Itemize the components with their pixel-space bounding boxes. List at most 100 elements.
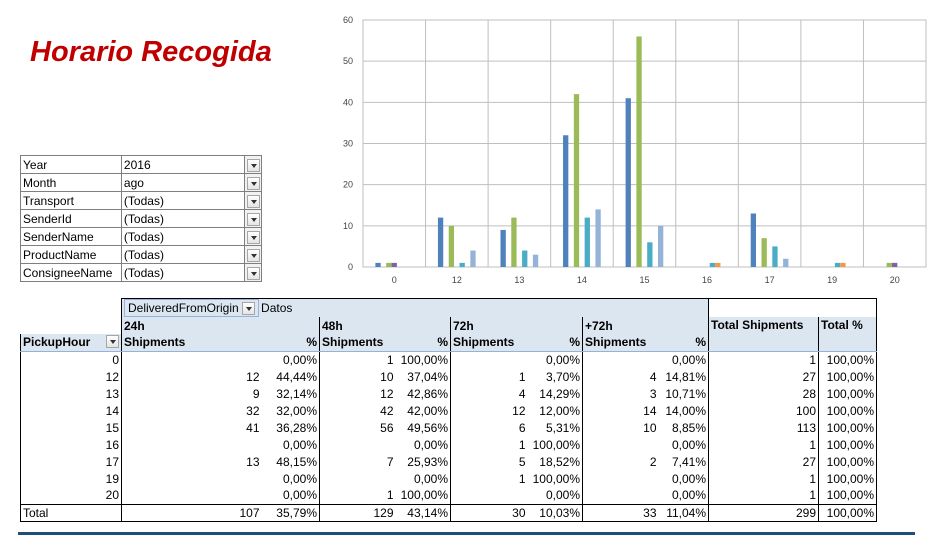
bar — [783, 258, 789, 267]
bar — [500, 229, 506, 267]
shipments-cell: 10 — [319, 368, 396, 385]
filter-row: SenderId (Todas) — [20, 209, 262, 228]
pct-cell: 37,04% — [407, 369, 448, 384]
pct-header-48h: % — [395, 334, 451, 352]
filter-value[interactable]: (Todas) — [120, 209, 246, 228]
pct-cell: 0,00% — [282, 488, 317, 503]
bar — [573, 94, 580, 267]
shipments-cell: 4 — [582, 368, 659, 385]
group-header-72h: 72h — [450, 317, 583, 334]
table-row: 13 9 32,14% 12 42,86% 4 14,29% 3 10,71% 28 100,00% — [20, 385, 878, 402]
shipments-cell: 1 — [450, 470, 528, 487]
x-tick-label: 0 — [392, 275, 397, 285]
filter-label: Transport — [20, 191, 122, 210]
pct-cell: 3,70% — [545, 369, 580, 384]
shipments-cell — [582, 470, 659, 487]
y-tick-label: 50 — [343, 56, 353, 66]
pct-cell: 8,85% — [658, 419, 710, 436]
bar — [761, 238, 767, 267]
pickup-hour-cell: 13 — [20, 385, 122, 402]
bar — [470, 250, 476, 267]
x-tick-label: 12 — [452, 275, 462, 285]
pct-cell: 44,44% — [276, 369, 317, 384]
chevron-down-icon[interactable] — [246, 176, 260, 190]
pct-cell: 0,00% — [658, 351, 710, 368]
chevron-down-icon[interactable] — [242, 302, 256, 316]
total-pct-cell: 100,00% — [818, 487, 878, 504]
filter-dropdown-button[interactable] — [244, 245, 262, 264]
filter-dropdown-button[interactable] — [244, 191, 262, 210]
total-shipments-cell: 299 — [708, 503, 820, 522]
total-pct-cell: 100,00% — [818, 385, 878, 402]
pct-cell: 0,00% — [282, 471, 317, 486]
filter-value[interactable]: (Todas) — [120, 227, 246, 246]
shipments-cell: 1 — [450, 368, 528, 385]
total-label: Total — [20, 503, 122, 522]
pct-cell: 100,00% — [532, 471, 580, 486]
sort-filter-icon[interactable] — [106, 335, 119, 349]
table-row: 20 0,00% 1 100,00% 0,00% 0,00% 1 100,00% — [20, 487, 878, 504]
pivot-header-blank-2 — [818, 298, 878, 317]
pct-cell: 0,00% — [545, 488, 580, 503]
filter-value[interactable]: (Todas) — [120, 191, 246, 210]
shipments-header-72h-plus: Shipments — [582, 334, 659, 352]
pct-cell: 49,56% — [407, 420, 448, 435]
table-row: 16 0,00% 0,00% 1 100,00% 0,00% 1 100,00% — [20, 436, 878, 453]
chevron-down-icon[interactable] — [246, 212, 260, 226]
shipments-cell: 7 — [319, 453, 396, 470]
pickup-hour-cell: 16 — [20, 436, 122, 453]
bar — [625, 98, 631, 267]
bar — [636, 36, 642, 267]
total-pct-cell: 100,00% — [818, 436, 878, 453]
chevron-down-icon[interactable] — [246, 248, 260, 262]
filter-value[interactable]: ago — [120, 173, 246, 192]
row-field-header[interactable]: PickupHour — [20, 334, 122, 352]
shipments-cell — [319, 436, 396, 453]
filter-dropdown-button[interactable] — [244, 263, 262, 282]
filter-dropdown-button[interactable] — [244, 227, 262, 246]
bar — [391, 262, 397, 267]
filter-label: Year — [20, 155, 122, 174]
filter-label: SenderId — [20, 209, 122, 228]
chevron-down-icon[interactable] — [246, 194, 260, 208]
pivot-corner — [20, 298, 122, 317]
filter-value[interactable]: 2016 — [120, 155, 246, 174]
delivered-from-origin-field-button[interactable]: DeliveredFromOrigin — [124, 299, 260, 317]
shipments-cell: 107 — [121, 503, 262, 522]
total-shipments-cell: 1 — [708, 470, 820, 487]
shipments-cell — [121, 470, 262, 487]
filter-dropdown-button[interactable] — [244, 173, 262, 192]
pct-cell: 32,00% — [276, 403, 317, 418]
filter-value[interactable]: (Todas) — [120, 263, 246, 282]
chevron-down-icon[interactable] — [246, 230, 260, 244]
shipments-cell — [450, 351, 528, 368]
chevron-down-icon[interactable] — [246, 266, 260, 280]
pickup-hour-chart: 0 10 20 30 40 50 60 0 12 13 14 15 16 17 19 20 — [330, 8, 930, 293]
pickup-hour-cell: 0 — [20, 351, 122, 368]
shipments-header-72h: Shipments — [450, 334, 528, 352]
shipments-cell: 41 — [121, 419, 262, 436]
table-row: 0 0,00% 1 100,00% 0,00% 0,00% 1 100,00% — [20, 351, 878, 368]
pickup-hour-cell: 20 — [20, 487, 122, 504]
filter-value[interactable]: (Todas) — [120, 245, 246, 264]
bar — [715, 262, 721, 267]
total-pct-cell: 100,00% — [818, 453, 878, 470]
filter-dropdown-button[interactable] — [244, 209, 262, 228]
filter-label: Month — [20, 173, 122, 192]
total-pct-cell: 100,00% — [818, 419, 878, 436]
pct-cell: 25,93% — [407, 454, 448, 469]
pct-cell: 18,52% — [539, 454, 580, 469]
pct-header-24h: % — [261, 334, 320, 352]
pct-cell: 7,41% — [658, 453, 710, 470]
shipments-cell — [121, 351, 262, 368]
bar — [595, 209, 601, 267]
filter-label: SenderName — [20, 227, 122, 246]
chevron-down-icon[interactable] — [246, 158, 260, 172]
pct-cell: 0,00% — [658, 470, 710, 487]
pct-cell: 48,15% — [276, 454, 317, 469]
table-row: 17 13 48,15% 7 25,93% 5 18,52% 2 7,41% 27 100,00% — [20, 453, 878, 470]
shipments-cell: 56 — [319, 419, 396, 436]
bar — [892, 262, 898, 267]
filter-dropdown-button[interactable] — [244, 155, 262, 174]
group-header-72h-plus: +72h — [581, 317, 710, 334]
